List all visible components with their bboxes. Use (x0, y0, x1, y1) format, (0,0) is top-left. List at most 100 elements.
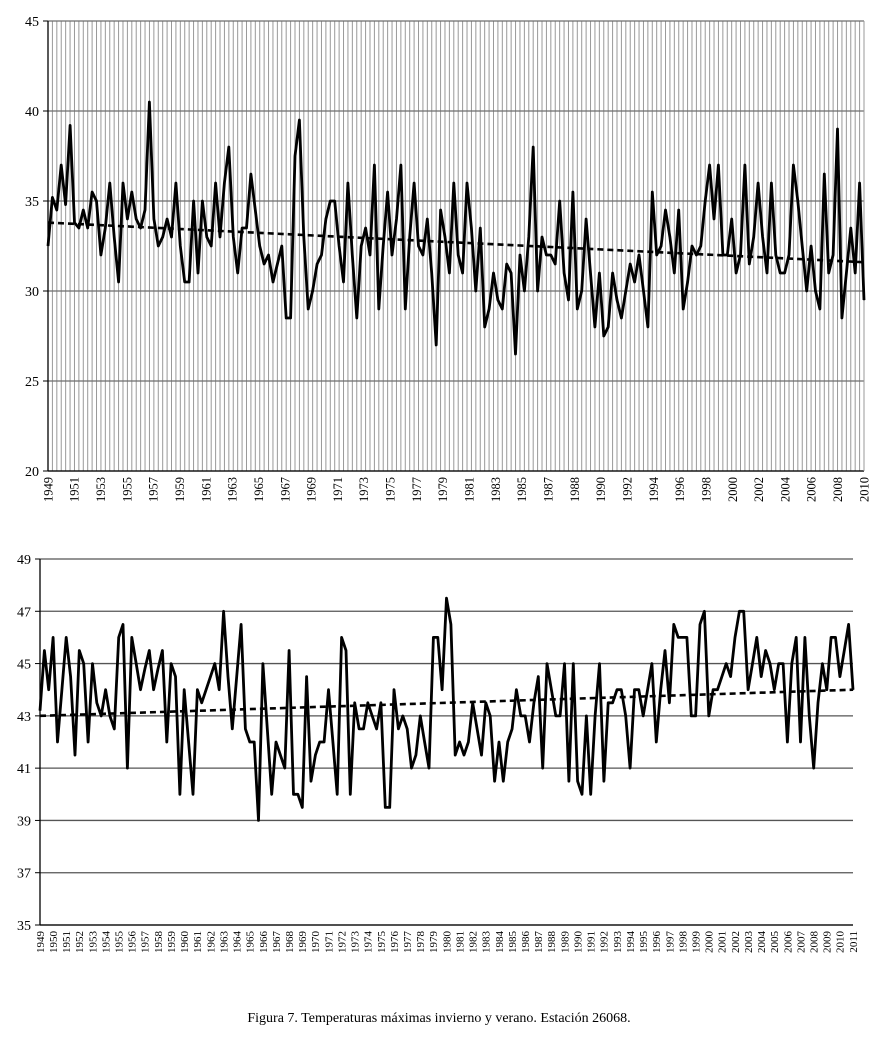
data-point (406, 728, 408, 730)
data-point (82, 209, 84, 211)
data-point (424, 741, 426, 743)
data-point (834, 636, 837, 639)
data-point (515, 689, 518, 691)
data-point (214, 662, 216, 665)
data-point (83, 662, 85, 665)
data-point (506, 263, 508, 265)
data-point (660, 245, 662, 247)
data-point (647, 326, 649, 328)
data-point (791, 662, 793, 665)
x-tick-label: 1958 (153, 931, 165, 954)
x-tick-label: 2001 (717, 931, 729, 953)
data-point (402, 715, 404, 717)
x-tick-label: 1977 (410, 477, 424, 502)
data-point (850, 227, 852, 229)
data-point (439, 209, 442, 211)
data-point (646, 689, 649, 691)
x-tick-label: 1980 (441, 931, 453, 954)
chart-winter-max-temperatures: 20 25 30 35 40 45 1949 1951 1953 1955 1957 1959 1961… (25, 15, 871, 502)
data-point (267, 254, 270, 256)
data-point (271, 793, 273, 795)
x-tick-label: 1961 (192, 931, 204, 953)
data-point (371, 715, 373, 717)
data-point (642, 290, 645, 292)
data-point (704, 200, 706, 202)
x-tick-label: 1985 (507, 931, 519, 954)
data-point (668, 702, 671, 704)
x-tick-label: 1951 (68, 477, 82, 502)
data-point (756, 636, 758, 639)
x-tick-label: 1977 (402, 931, 414, 954)
data-point (753, 236, 755, 238)
y-tick-label: 39 (17, 814, 31, 829)
data-point (249, 741, 251, 743)
x-tick-label: 1966 (258, 931, 270, 954)
data-point (664, 649, 666, 652)
data-point (585, 715, 587, 717)
data-point (51, 196, 54, 198)
x-tick-label: 2007 (795, 931, 807, 954)
x-tick-label: 2011 (848, 931, 860, 953)
x-tick-label: 2005 (769, 931, 781, 954)
data-point (284, 767, 286, 769)
data-point (378, 308, 380, 310)
data-point (738, 610, 740, 612)
data-point (801, 245, 803, 247)
data-point (784, 272, 786, 274)
data-point (340, 636, 343, 639)
x-tick-label: 2006 (782, 931, 794, 954)
data-point (417, 245, 420, 247)
data-point (215, 182, 217, 184)
data-point (638, 689, 640, 691)
data-point (117, 281, 120, 283)
x-tick-label: 2008 (809, 931, 821, 954)
data-point (87, 741, 89, 743)
data-point (848, 623, 850, 625)
data-point (770, 182, 772, 184)
data-point (629, 263, 631, 265)
x-tick-label: 1988 (568, 477, 582, 502)
data-point (148, 649, 150, 652)
data-point (292, 793, 295, 795)
x-tick-label: 1997 (664, 931, 676, 954)
data-point (387, 191, 389, 193)
data-point (122, 623, 124, 625)
data-point (95, 200, 98, 202)
data-point (109, 715, 111, 717)
x-tick-label: 1986 (520, 931, 532, 954)
data-point (598, 662, 601, 665)
x-tick-label: 1953 (87, 931, 99, 954)
data-point (528, 741, 531, 743)
data-point (78, 227, 80, 229)
data-point (431, 272, 433, 274)
data-point (369, 254, 371, 256)
data-point (788, 254, 790, 256)
x-tick-label: 1950 (48, 931, 60, 954)
data-point (231, 728, 233, 730)
data-point (485, 702, 487, 704)
data-point (651, 662, 653, 665)
data-point (563, 662, 566, 665)
data-point (858, 182, 861, 184)
data-point (572, 191, 574, 193)
data-point (524, 715, 526, 717)
data-point (325, 218, 327, 220)
data-point (709, 164, 711, 166)
data-point (722, 254, 724, 256)
data-point (188, 281, 190, 283)
data-point (320, 254, 323, 256)
data-point (250, 173, 252, 175)
data-point (364, 227, 367, 229)
data-point (183, 689, 185, 691)
x-tick-label: 1991 (586, 931, 598, 953)
data-point (52, 636, 54, 639)
data-point (245, 227, 248, 229)
x-tick-label: 2004 (756, 931, 768, 954)
data-point (642, 715, 644, 717)
data-point (528, 236, 530, 238)
data-point (625, 290, 627, 292)
x-tick-label: 1985 (515, 477, 529, 502)
data-point (312, 290, 314, 292)
data-point (651, 191, 653, 193)
data-point (205, 689, 207, 691)
